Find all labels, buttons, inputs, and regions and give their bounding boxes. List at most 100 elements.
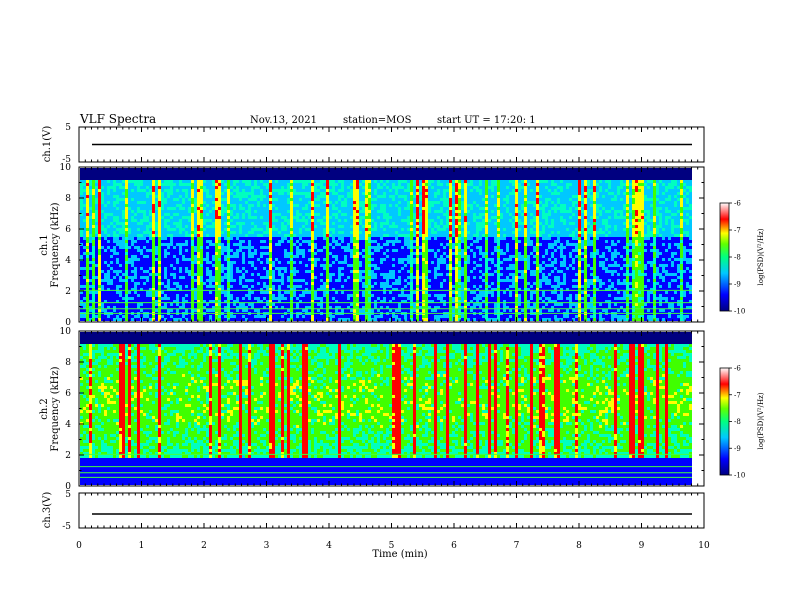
spectrogram-cell xyxy=(257,213,260,216)
spectrogram-cell xyxy=(284,183,287,186)
spectrogram-cell xyxy=(227,201,230,204)
spectrogram-cell xyxy=(215,222,218,225)
spectrogram-cell xyxy=(155,195,158,198)
spectrogram-cell xyxy=(356,231,359,234)
spectrogram-cell xyxy=(167,183,170,186)
spectrogram-cell xyxy=(371,213,374,216)
spectrogram-cell xyxy=(371,246,374,249)
spectrogram-cell xyxy=(152,273,155,276)
spectrogram-cell xyxy=(284,285,287,288)
spectrogram-cell xyxy=(275,180,278,183)
spectrogram-cell xyxy=(293,300,296,303)
spectrogram-cell xyxy=(278,261,281,264)
spectrogram-cell xyxy=(86,183,89,186)
spectrogram-cell xyxy=(89,222,92,225)
spectrogram-cell xyxy=(86,237,89,240)
spectrogram-cell xyxy=(113,294,116,297)
spectrogram-cell xyxy=(371,186,374,189)
spectrogram-cell xyxy=(230,252,233,255)
spectrogram-cell xyxy=(239,210,242,213)
spectrogram-cell xyxy=(212,294,215,297)
spectrogram-cell xyxy=(356,168,359,171)
spectrogram-cell xyxy=(278,201,281,204)
spectrogram-cell xyxy=(341,234,344,237)
spectrogram-cell xyxy=(122,225,125,228)
spectrogram-cell xyxy=(161,243,164,246)
spectrogram-cell xyxy=(308,183,311,186)
spectrogram-cell xyxy=(218,276,221,279)
spectrogram-cell xyxy=(89,300,92,303)
spectrogram-cell xyxy=(281,183,284,186)
spectrogram-cell xyxy=(167,303,170,306)
spectrogram-cell xyxy=(152,180,155,183)
spectrogram-cell xyxy=(194,219,197,222)
spectrogram-cell xyxy=(263,273,266,276)
spectrogram-cell xyxy=(131,294,134,297)
spectrogram-cell xyxy=(101,201,104,204)
spectrogram-cell xyxy=(326,225,329,228)
spectrogram-cell xyxy=(218,204,221,207)
spectrogram-cell xyxy=(368,276,371,279)
spectrogram-cell xyxy=(128,213,131,216)
spectrogram-cell xyxy=(266,306,269,309)
spectrogram-cell xyxy=(188,261,191,264)
spectrogram-cell xyxy=(293,219,296,222)
spectrogram-cell xyxy=(173,240,176,243)
spectrogram-cell xyxy=(311,252,314,255)
spectrogram-cell xyxy=(116,294,119,297)
spectrogram-cell xyxy=(362,309,365,312)
spectrogram-cell xyxy=(83,246,86,249)
ch1-spectrogram-image xyxy=(80,168,692,321)
spectrogram-cell xyxy=(347,243,350,246)
spectrogram-cell xyxy=(176,198,179,201)
spectrogram-cell xyxy=(353,264,356,267)
spectrogram-cell xyxy=(194,303,197,306)
spectrogram-cell xyxy=(119,186,122,189)
spectrogram-cell xyxy=(341,252,344,255)
spectrogram-cell xyxy=(92,285,95,288)
spectrogram-cell xyxy=(359,291,362,294)
spectrogram-cell xyxy=(236,264,239,267)
spectrogram-cell xyxy=(167,309,170,312)
spectrogram-cell xyxy=(125,282,128,285)
spectrogram-cell xyxy=(248,285,251,288)
spectrogram-cell xyxy=(260,192,263,195)
spectrogram-cell xyxy=(260,294,263,297)
spectrogram-cell xyxy=(359,270,362,273)
spectrogram-cell xyxy=(344,186,347,189)
spectrogram-cell xyxy=(134,183,137,186)
spectrogram-cell xyxy=(101,267,104,270)
spectrogram-cell xyxy=(353,267,356,270)
spectrogram-cell xyxy=(299,318,302,321)
spectrogram-cell xyxy=(296,231,299,234)
spectrogram-cell xyxy=(140,225,143,228)
spectrogram-cell xyxy=(356,270,359,273)
spectrogram-cell xyxy=(251,297,254,300)
spectrogram-cell xyxy=(341,282,344,285)
spectrogram-cell xyxy=(170,300,173,303)
spectrogram-cell xyxy=(224,195,227,198)
spectrogram-cell xyxy=(110,252,113,255)
spectrogram-cell xyxy=(149,306,152,309)
spectrogram-cell xyxy=(170,216,173,219)
spectrogram-cell xyxy=(353,228,356,231)
spectrogram-cell xyxy=(308,285,311,288)
spectrogram-cell xyxy=(149,267,152,270)
spectrogram-cell xyxy=(353,249,356,252)
spectrogram-cell xyxy=(170,195,173,198)
spectrogram-cell xyxy=(311,174,314,177)
spectrogram-cell xyxy=(332,183,335,186)
spectrogram-cell xyxy=(227,255,230,258)
spectrogram-cell xyxy=(266,303,269,306)
spectrogram-cell xyxy=(293,174,296,177)
spectrogram-cell xyxy=(371,237,374,240)
spectrogram-cell xyxy=(314,231,317,234)
spectrogram-cell xyxy=(179,219,182,222)
spectrogram-cell xyxy=(314,297,317,300)
spectrogram-cell xyxy=(194,294,197,297)
spectrogram-cell xyxy=(233,300,236,303)
spectrogram-cell xyxy=(239,240,242,243)
spectrogram-cell xyxy=(275,246,278,249)
spectrogram-cell xyxy=(347,198,350,201)
spectrogram-cell xyxy=(287,177,290,180)
